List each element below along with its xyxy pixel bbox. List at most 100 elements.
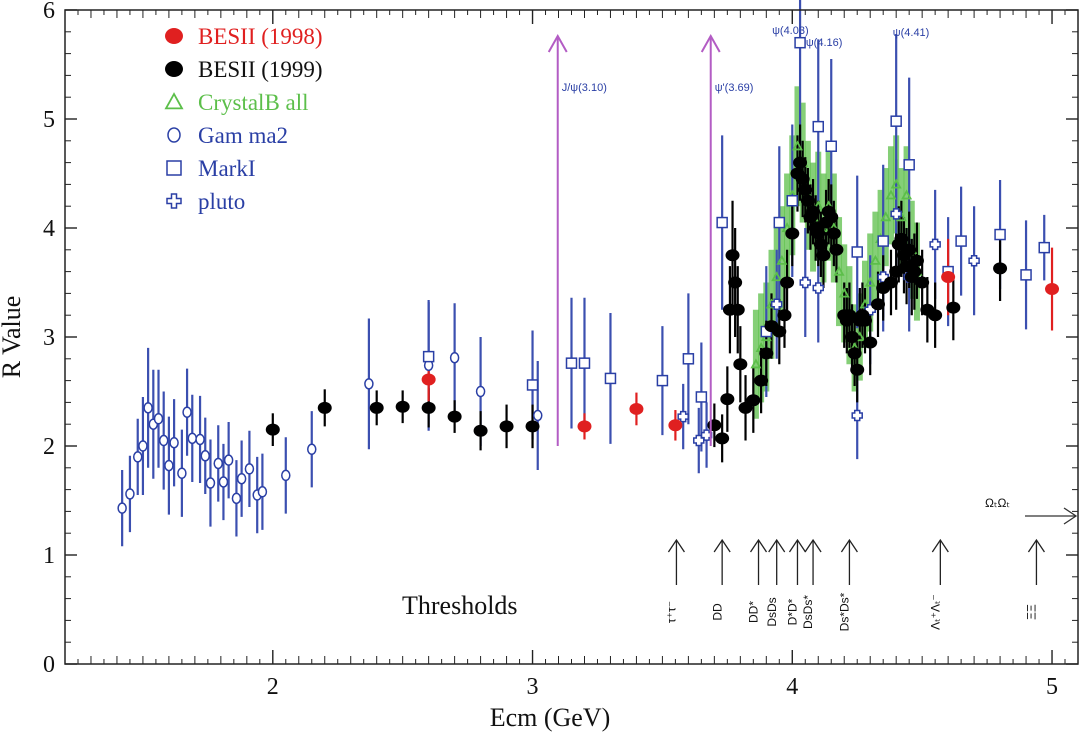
error-band-crystalb-all — [872, 211, 879, 310]
point-besii-1999 — [720, 393, 735, 406]
point-gam-ma2 — [177, 467, 187, 479]
point-gam-ma2 — [164, 459, 174, 472]
point-besii-1998 — [421, 373, 436, 386]
point-besii-1999 — [754, 374, 769, 387]
x-axis-label: Ecm (GeV) — [490, 703, 611, 732]
point-crystalb-all — [838, 287, 850, 298]
point-crystalb-all — [880, 211, 892, 222]
point-gam-ma2 — [138, 440, 148, 452]
point-besii-1999 — [909, 254, 924, 267]
resonance-label: ψ(4.41) — [893, 27, 930, 39]
point-besii-1999 — [883, 276, 898, 289]
point-gam-ma2 — [364, 378, 374, 390]
point-crystalb-all — [776, 254, 788, 265]
point-marki — [526, 379, 539, 391]
threshold-label: Ds*Ds* — [838, 592, 852, 631]
point-gam-ma2 — [153, 413, 164, 425]
point-besii-1999 — [946, 301, 961, 314]
point-besii-1999 — [715, 432, 730, 445]
legend-label: CrystalB all — [198, 90, 309, 115]
point-gam-ma2 — [205, 477, 216, 489]
point-gam-ma2 — [125, 488, 135, 500]
point-marki — [851, 246, 863, 258]
point-besii-1999 — [772, 325, 787, 338]
point-gam-ma2 — [449, 351, 460, 364]
point-crystalb-all — [869, 254, 881, 265]
point-besii-1998 — [1045, 283, 1060, 296]
point-besii-1999 — [798, 183, 813, 196]
point-marki — [682, 353, 695, 365]
point-besii-1999 — [795, 172, 810, 185]
error-band-crystalb-all — [836, 217, 843, 327]
point-marki — [1038, 241, 1050, 254]
resonance-label: ψ(4.03) — [772, 25, 809, 37]
point-besii-1999 — [845, 331, 860, 343]
point-gam-ma2 — [475, 385, 486, 398]
x-tick-label: 5 — [1046, 674, 1058, 700]
point-marki — [773, 216, 786, 229]
resonance-label: ψ(4.16) — [806, 37, 843, 49]
axes-layer: 0 1 2 3 4 5 6 2 3 4 5 — [43, 0, 1079, 700]
point-marki — [565, 357, 578, 369]
point-besii-1999 — [525, 420, 540, 433]
resonance-arrow-head — [547, 33, 568, 53]
point-marki — [812, 120, 825, 133]
point-besii-1999 — [858, 314, 873, 327]
legend-marker-besii-1999 — [165, 61, 183, 77]
point-marki — [604, 372, 617, 385]
point-besii-1999 — [265, 423, 280, 436]
point-pluto — [851, 409, 863, 422]
point-besii-1998 — [668, 419, 683, 432]
point-pluto — [770, 298, 783, 311]
point-pluto — [890, 208, 902, 220]
error-band-crystalb-all — [903, 146, 910, 245]
legend-marker-crystalb-all — [164, 92, 184, 110]
point-pluto — [799, 276, 812, 289]
point-gam-ma2 — [236, 472, 247, 485]
point-marki — [656, 374, 669, 387]
y-tick-label: 0 — [43, 652, 55, 678]
point-marki — [825, 140, 837, 152]
point-besii-1999 — [793, 156, 808, 169]
point-besii-1999 — [826, 227, 841, 240]
point-besii-1998 — [941, 271, 956, 284]
error-band-crystalb-all — [752, 309, 759, 419]
thresholds-label: Thresholds — [402, 591, 518, 620]
y-tick-label: 4 — [43, 216, 55, 242]
point-gam-ma2 — [223, 454, 234, 466]
threshold-arrow-head — [768, 538, 786, 553]
point-marki — [877, 235, 889, 247]
legend-marker-marki — [166, 160, 182, 176]
point-besii-1999 — [894, 232, 909, 245]
point-besii-1999 — [902, 243, 917, 256]
point-besii-1999 — [829, 243, 844, 256]
point-besii-1999 — [889, 265, 904, 278]
point-besii-1999 — [317, 401, 332, 414]
point-gam-ma2 — [200, 450, 211, 462]
point-besii-1999 — [870, 298, 885, 311]
y-tick-label: 3 — [43, 325, 55, 351]
point-gam-ma2 — [117, 502, 127, 514]
threshold-arrow-head — [749, 538, 768, 553]
threshold-arrow-head — [788, 538, 807, 553]
point-crystalb-all — [864, 276, 876, 287]
legend-marker-gam-ma2 — [167, 127, 181, 143]
point-besii-1999 — [499, 420, 514, 433]
y-tick-label: 6 — [43, 0, 55, 24]
point-crystalb-all — [833, 265, 845, 276]
y-tick-label: 5 — [43, 107, 55, 133]
point-marki — [422, 350, 435, 363]
point-marki — [695, 391, 708, 403]
point-besii-1999 — [447, 410, 462, 423]
point-besii-1999 — [730, 303, 745, 316]
point-pluto — [968, 254, 980, 267]
threshold-arrow-head — [713, 538, 731, 553]
point-besii-1999 — [759, 347, 774, 360]
point-crystalb-all — [901, 189, 913, 200]
point-marki — [1020, 269, 1032, 281]
point-gam-ma2 — [182, 406, 192, 418]
error-band-crystalb-all — [784, 173, 791, 283]
legend-label: Gam ma2 — [198, 123, 288, 148]
point-pluto — [929, 238, 941, 251]
